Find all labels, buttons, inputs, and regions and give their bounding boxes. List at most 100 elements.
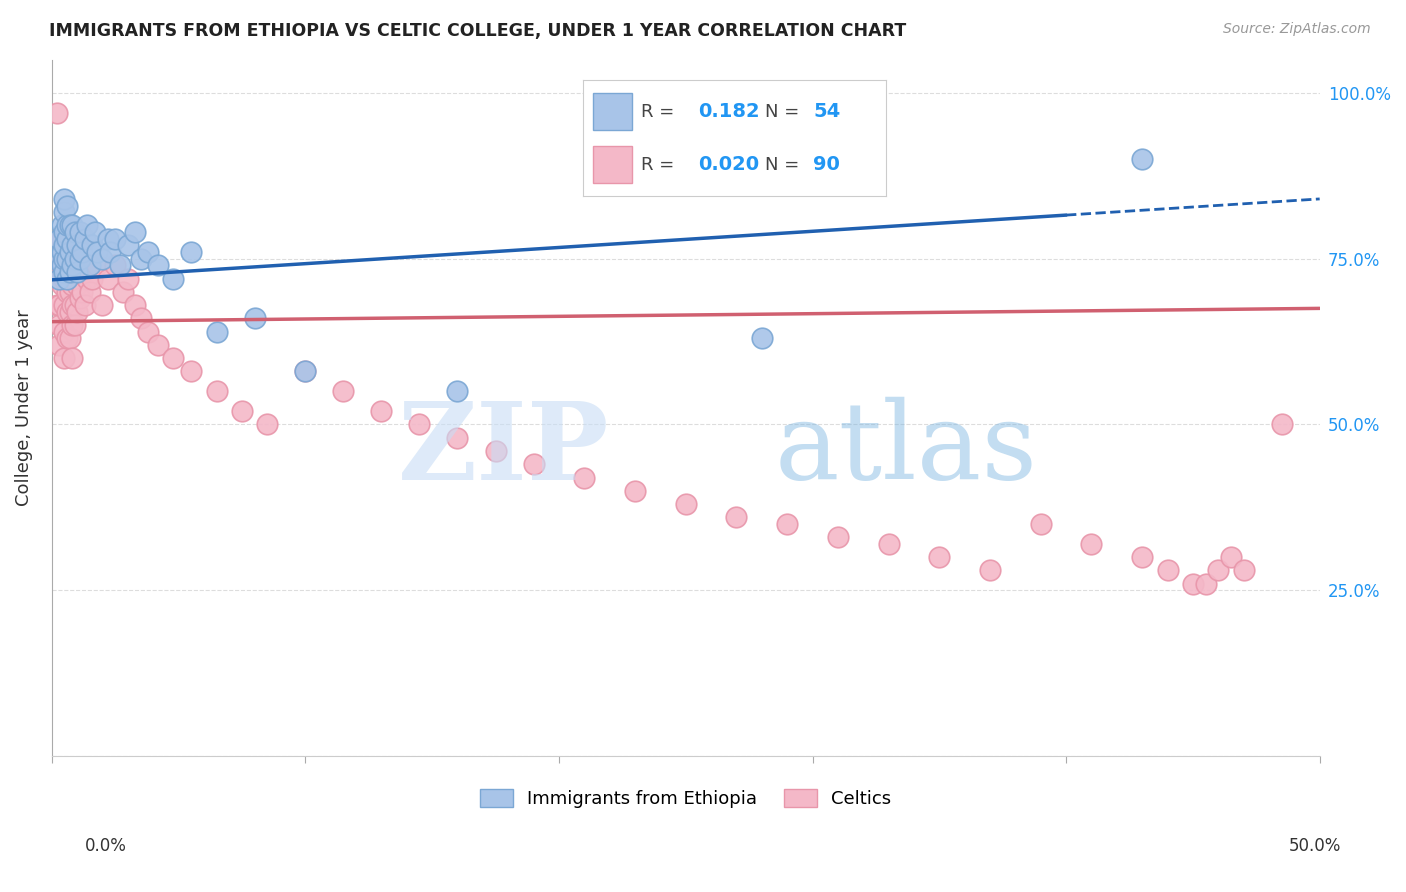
Point: [124, 298, 146, 312]
Point: [60, 318, 83, 332]
Point: [104, 258, 127, 272]
Point: [827, 530, 849, 544]
Point: [45, 298, 67, 312]
Point: [58, 285, 80, 299]
Point: [979, 563, 1001, 577]
Point: [56, 271, 79, 285]
Point: [136, 325, 159, 339]
Point: [60, 258, 83, 272]
Point: [1181, 576, 1204, 591]
Text: 54: 54: [813, 102, 841, 121]
Text: 0.0%: 0.0%: [84, 837, 127, 855]
Point: [877, 537, 900, 551]
Point: [79, 285, 101, 299]
Bar: [592, 146, 631, 184]
Point: [76, 219, 98, 233]
Point: [446, 384, 468, 399]
Point: [117, 271, 139, 285]
Point: [56, 285, 79, 299]
Point: [82, 238, 104, 252]
Point: [1029, 516, 1052, 531]
Point: [69, 292, 91, 306]
Point: [205, 325, 228, 339]
Point: [56, 304, 79, 318]
Point: [66, 258, 89, 272]
Point: [332, 384, 354, 399]
Point: [86, 258, 108, 272]
Point: [48, 338, 70, 352]
Point: [294, 364, 316, 378]
Point: [53, 205, 76, 219]
Point: [53, 244, 76, 259]
Point: [124, 225, 146, 239]
Point: [91, 298, 114, 312]
Point: [73, 232, 96, 246]
Point: [60, 238, 83, 252]
Text: atlas: atlas: [775, 397, 1038, 502]
Point: [45, 105, 67, 120]
Point: [73, 298, 96, 312]
Point: [82, 271, 104, 285]
Point: [1271, 417, 1294, 432]
Point: [522, 457, 544, 471]
Point: [1206, 563, 1229, 577]
Point: [98, 244, 121, 259]
Point: [96, 271, 118, 285]
Point: [574, 470, 596, 484]
Point: [110, 258, 132, 272]
Point: [1219, 550, 1241, 565]
Point: [69, 225, 91, 239]
Point: [751, 331, 773, 345]
Point: [70, 244, 93, 259]
Point: [129, 311, 152, 326]
Point: [58, 304, 80, 318]
Point: [162, 271, 184, 285]
Point: [70, 258, 93, 272]
Point: [73, 265, 96, 279]
Point: [53, 192, 76, 206]
Point: [56, 331, 79, 345]
Point: [66, 278, 89, 293]
Point: [1080, 537, 1102, 551]
Point: [60, 258, 83, 272]
Point: [624, 483, 647, 498]
Point: [58, 331, 80, 345]
Point: [60, 351, 83, 365]
Point: [51, 244, 73, 259]
Text: ZIP: ZIP: [398, 397, 610, 503]
Point: [51, 252, 73, 266]
Point: [408, 417, 430, 432]
Point: [162, 351, 184, 365]
Point: [79, 258, 101, 272]
Point: [1156, 563, 1178, 577]
Point: [180, 364, 202, 378]
Point: [69, 252, 91, 266]
Point: [60, 298, 83, 312]
Point: [45, 252, 67, 266]
Point: [63, 271, 86, 285]
Point: [53, 238, 76, 252]
Text: 0.020: 0.020: [699, 155, 759, 175]
Point: [51, 265, 73, 279]
Point: [136, 244, 159, 259]
Point: [48, 271, 70, 285]
Point: [58, 265, 80, 279]
Point: [60, 219, 83, 233]
Point: [96, 232, 118, 246]
Point: [48, 298, 70, 312]
Point: [51, 258, 73, 272]
Point: [66, 238, 89, 252]
Point: [231, 404, 253, 418]
Point: [370, 404, 392, 418]
Point: [48, 271, 70, 285]
Point: [243, 311, 266, 326]
Point: [53, 298, 76, 312]
Point: [56, 252, 79, 266]
Point: [58, 265, 80, 279]
Point: [53, 265, 76, 279]
Point: [1130, 152, 1153, 166]
Point: [928, 550, 950, 565]
Point: [63, 252, 86, 266]
Point: [91, 252, 114, 266]
Text: IMMIGRANTS FROM ETHIOPIA VS CELTIC COLLEGE, UNDER 1 YEAR CORRELATION CHART: IMMIGRANTS FROM ETHIOPIA VS CELTIC COLLE…: [49, 22, 907, 40]
